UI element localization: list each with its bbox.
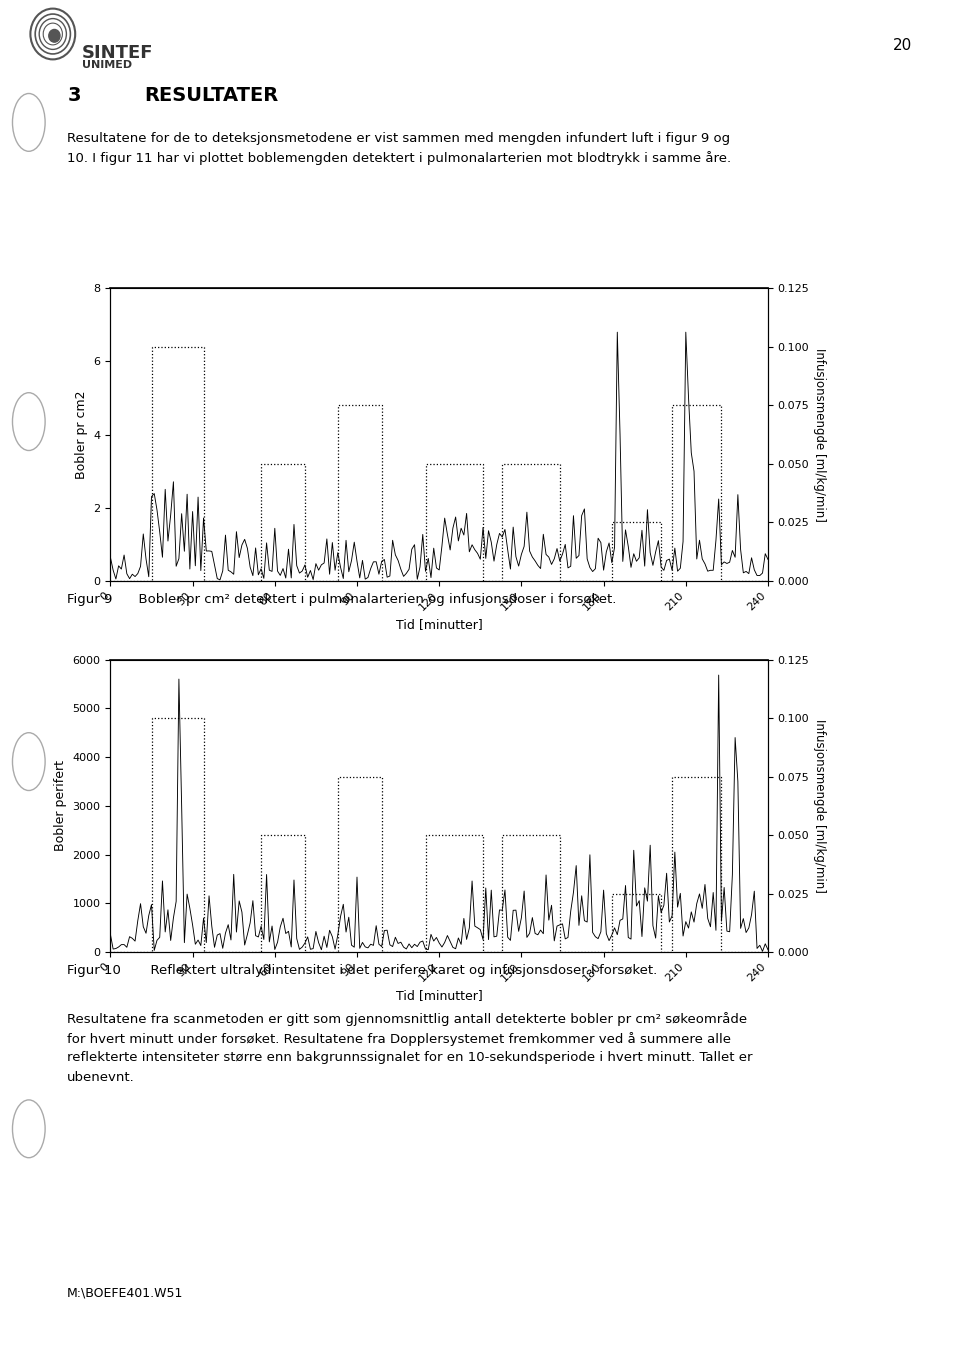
Text: ubenevnt.: ubenevnt. [67, 1072, 135, 1084]
Text: RESULTATER: RESULTATER [144, 86, 278, 105]
X-axis label: Tid [minutter]: Tid [minutter] [396, 617, 483, 631]
Text: Reflektert ultralydintensitet i det perifere karet og infusjonsdoser i forsøket.: Reflektert ultralydintensitet i det peri… [142, 964, 658, 978]
Text: Bobler pr cm² detektert i pulmonalarterien og infusjonsdoser i forsøket.: Bobler pr cm² detektert i pulmonalarteri… [130, 593, 616, 607]
Text: reflekterte intensiteter større enn bakgrunnssignalet for en 10-sekundsperiode i: reflekterte intensiteter større enn bakg… [67, 1051, 753, 1065]
Text: M:\BOEFE401.W51: M:\BOEFE401.W51 [67, 1287, 183, 1300]
Text: SINTEF: SINTEF [82, 44, 153, 61]
Text: Figur 9: Figur 9 [67, 593, 112, 607]
Y-axis label: Infusjonsmengde [ml/kg/min]: Infusjonsmengde [ml/kg/min] [813, 719, 827, 892]
Text: Figur 10: Figur 10 [67, 964, 121, 978]
Circle shape [49, 30, 60, 42]
Text: Resultatene fra scanmetoden er gitt som gjennomsnittlig antall detekterte bobler: Resultatene fra scanmetoden er gitt som … [67, 1012, 747, 1025]
X-axis label: Tid [minutter]: Tid [minutter] [396, 989, 483, 1002]
Text: Resultatene for de to deteksjonsmetodene er vist sammen med mengden infundert lu: Resultatene for de to deteksjonsmetodene… [67, 132, 731, 146]
Y-axis label: Infusjonsmengde [ml/kg/min]: Infusjonsmengde [ml/kg/min] [813, 348, 827, 521]
Y-axis label: Bobler pr cm2: Bobler pr cm2 [75, 390, 88, 479]
Text: 10. I figur 11 har vi plottet boblemengden detektert i pulmonalarterien mot blod: 10. I figur 11 har vi plottet boblemengd… [67, 151, 732, 165]
Text: 20: 20 [893, 38, 912, 53]
Text: for hvert minutt under forsøket. Resultatene fra Dopplersystemet fremkommer ved : for hvert minutt under forsøket. Resulta… [67, 1031, 732, 1046]
Y-axis label: Bobler perifert: Bobler perifert [54, 760, 67, 851]
Text: 3: 3 [67, 86, 81, 105]
Text: UNIMED: UNIMED [82, 60, 132, 69]
